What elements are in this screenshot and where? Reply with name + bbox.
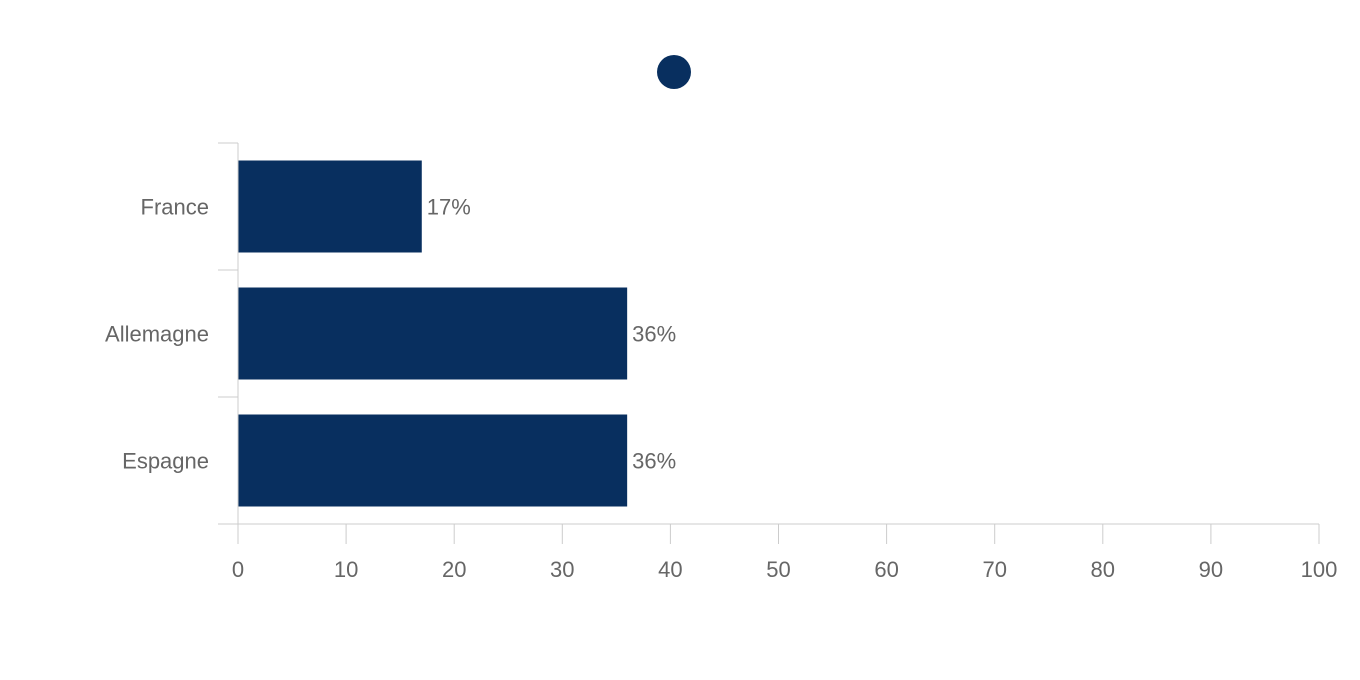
x-tick-label: 40: [658, 557, 682, 582]
bar[interactable]: [238, 414, 628, 507]
data-label: 17%: [427, 195, 471, 220]
legend-marker[interactable]: [657, 55, 691, 89]
x-tick-label: 60: [874, 557, 898, 582]
bar[interactable]: [238, 160, 422, 253]
legend: [657, 55, 691, 89]
labels: France 17% Allemagne 36% Espagne 36% 0 10 20 30 40…: [105, 195, 1337, 583]
category-label: Allemagne: [105, 322, 209, 347]
x-tick-label: 0: [232, 557, 244, 582]
x-tick-label: 10: [334, 557, 358, 582]
x-tick-label: 30: [550, 557, 574, 582]
x-tick-label: 20: [442, 557, 466, 582]
axes: [218, 142, 1320, 544]
category-label: Espagne: [122, 449, 209, 474]
x-tick-label: 70: [982, 557, 1006, 582]
data-label: 36%: [632, 322, 676, 347]
data-label: 36%: [632, 449, 676, 474]
bars: [238, 160, 628, 507]
x-tick-label: 90: [1199, 557, 1223, 582]
x-tick-label: 100: [1301, 557, 1338, 582]
category-label: France: [141, 195, 209, 220]
x-tick-label: 50: [766, 557, 790, 582]
x-tick-label: 80: [1091, 557, 1115, 582]
bar[interactable]: [238, 287, 628, 380]
